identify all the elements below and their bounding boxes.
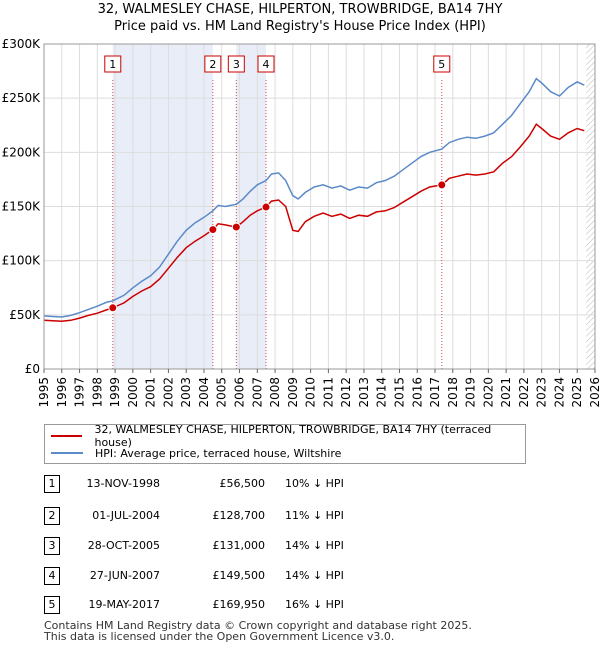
- sale-price: £131,000: [212, 539, 266, 552]
- sale-date: 28-OCT-2005: [87, 539, 160, 552]
- y-tick-label: £200K: [2, 145, 42, 159]
- x-tick-label: 2000: [126, 377, 140, 408]
- sale-date: 19-MAY-2017: [88, 598, 160, 611]
- sale-number-badge: 1: [44, 475, 60, 493]
- x-tick-label: 2002: [161, 377, 175, 408]
- x-tick-label: 2017: [428, 377, 442, 408]
- x-tick-label: 2013: [357, 377, 371, 408]
- x-tick-label: 1995: [37, 377, 51, 408]
- sale-label-box: [204, 55, 222, 73]
- sale-price: £169,950: [212, 598, 266, 611]
- chart-title-line2: Price paid vs. HM Land Registry's House …: [114, 19, 486, 34]
- sale-label-box: [257, 55, 275, 73]
- y-tick-label: £100K: [2, 254, 42, 268]
- plot-frame: [43, 43, 596, 370]
- y-tick-label: £50K: [9, 308, 41, 322]
- x-tick-label: 2007: [250, 377, 264, 408]
- x-tick-label: 2014: [375, 377, 389, 408]
- table-row: 2 01-JUL-2004 £128,700 11% ↓ HPI: [0, 507, 600, 527]
- sale-number-badge: 5: [44, 596, 60, 614]
- sale-label-box: [104, 55, 122, 73]
- footer-licence: This data is licensed under the Open Gov…: [44, 630, 395, 643]
- sale-number-badge: 3: [44, 537, 60, 555]
- footer: Contains HM Land Registry data © Crown c…: [44, 620, 472, 642]
- sale-label-text: 1: [109, 58, 116, 71]
- x-tick-label: 2009: [286, 377, 300, 408]
- sale-label-text: 4: [262, 58, 269, 71]
- x-tick-label: 2016: [410, 377, 424, 408]
- sale-label-text: 2: [209, 58, 216, 71]
- y-tick-label: £300K: [2, 37, 42, 51]
- table-row: 4 27-JUN-2007 £149,500 14% ↓ HPI: [0, 567, 600, 587]
- x-tick-label: 2024: [552, 377, 566, 408]
- legend-item-hpi: HPI: Average price, terraced house, Wilt…: [51, 445, 341, 461]
- sale-date: 27-JUN-2007: [89, 569, 160, 582]
- sale-price: £149,500: [212, 569, 266, 582]
- sale-price: £128,700: [212, 509, 266, 522]
- sale-hpi-diff: 14% ↓ HPI: [285, 539, 344, 552]
- table-row: 3 28-OCT-2005 £131,000 14% ↓ HPI: [0, 537, 600, 557]
- x-tick-label: 2001: [144, 377, 158, 408]
- legend-hpi-label: HPI: Average price, terraced house, Wilt…: [95, 446, 342, 460]
- x-tick-label: 1996: [55, 377, 69, 408]
- sale-hpi-diff: 16% ↓ HPI: [285, 598, 344, 611]
- footer-copyright: Contains HM Land Registry data © Crown c…: [44, 619, 472, 632]
- x-tick-label: 1999: [108, 377, 122, 408]
- sale-hpi-diff: 10% ↓ HPI: [285, 477, 344, 490]
- x-tick-label: 2015: [392, 377, 406, 408]
- x-tick-label: 2012: [339, 377, 353, 408]
- x-tick-label: 2021: [499, 377, 513, 408]
- sale-point: [437, 180, 447, 190]
- y-tick-label: £150K: [2, 200, 42, 214]
- x-tick-label: 2019: [464, 377, 478, 408]
- x-tick-label: 2018: [446, 377, 460, 408]
- sale-date: 13-NOV-1998: [86, 477, 160, 490]
- x-tick-label: 2023: [535, 377, 549, 408]
- y-tick-label: £0: [25, 362, 40, 376]
- sale-hpi-diff: 11% ↓ HPI: [285, 509, 344, 522]
- chart-legend: 32, WALMESLEY CHASE, HILPERTON, TROWBRID…: [44, 423, 526, 464]
- legend-item-price: 32, WALMESLEY CHASE, HILPERTON, TROWBRID…: [51, 423, 525, 449]
- legend-hpi-swatch: [51, 452, 83, 454]
- x-tick-label: 2006: [233, 377, 247, 408]
- x-tick-label: 2010: [304, 377, 318, 408]
- sale-label-text: 3: [233, 58, 240, 71]
- x-tick-label: 2005: [215, 377, 229, 408]
- legend-price-swatch: [51, 435, 83, 437]
- table-row: 1 13-NOV-1998 £56,500 10% ↓ HPI: [0, 475, 600, 495]
- sale-label-text: 5: [438, 58, 445, 71]
- sale-hpi-diff: 14% ↓ HPI: [285, 569, 344, 582]
- table-row: 5 19-MAY-2017 £169,950 16% ↓ HPI: [0, 596, 600, 616]
- x-tick-label: 2003: [179, 377, 193, 408]
- price-chart: 1 2 3 4 5 £0 £50K £100K £150K £200K £250K £300K 199…: [2, 37, 600, 408]
- sale-number-badge: 4: [44, 567, 60, 585]
- x-tick-label: 2004: [197, 377, 211, 408]
- sale-number-badge: 2: [44, 507, 60, 525]
- chart-title-line1: 32, WALMESLEY CHASE, HILPERTON, TROWBRID…: [97, 2, 503, 17]
- sale-date: 01-JUL-2004: [92, 509, 160, 522]
- x-tick-label: 1998: [90, 377, 104, 408]
- price-paid-line: [43, 123, 585, 323]
- x-tick-label: 2011: [321, 377, 335, 408]
- x-tick-label: 2008: [268, 377, 282, 408]
- y-tick-label: £250K: [2, 91, 42, 105]
- x-tick-label: 1997: [73, 377, 87, 408]
- x-tick-label: 2026: [588, 377, 600, 408]
- x-tick-label: 2020: [481, 377, 495, 408]
- sale-label-box: [227, 55, 245, 73]
- sale-point: [231, 222, 241, 232]
- sale-label-box: [433, 55, 451, 73]
- sale-point: [108, 303, 118, 313]
- x-tick-label: 2025: [570, 377, 584, 408]
- sale-point: [261, 202, 271, 212]
- sale-point: [208, 225, 218, 235]
- x-tick-label: 2022: [517, 377, 531, 408]
- legend-price-label: 32, WALMESLEY CHASE, HILPERTON, TROWBRID…: [94, 423, 492, 449]
- hpi-line: [43, 77, 585, 318]
- sale-price: £56,500: [219, 477, 266, 490]
